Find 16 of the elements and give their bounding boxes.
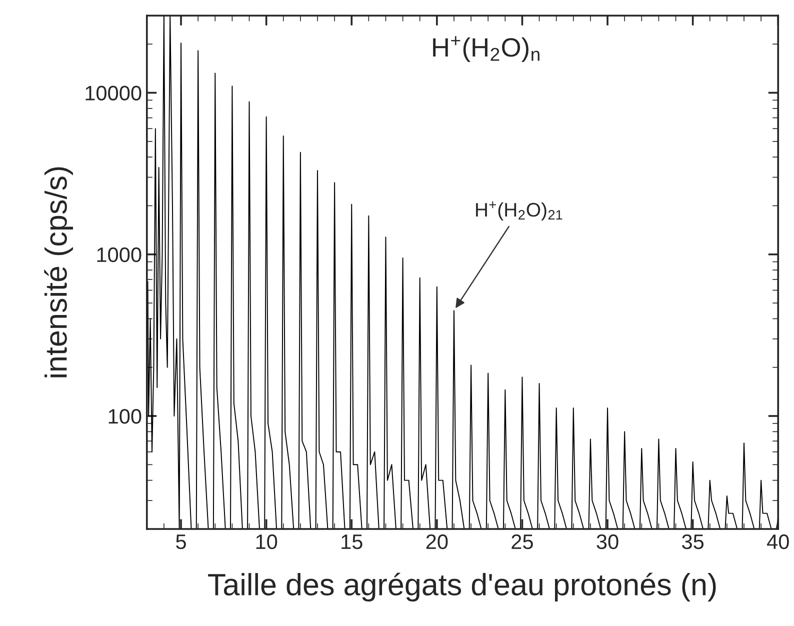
x-tick-label: 40 xyxy=(767,534,789,550)
annotation: H$^{+}$(H$_{2}$O)$_{21}$ xyxy=(476,201,562,220)
annotation: H$^{+}$(H$_{2}$O)$_{n}$ xyxy=(433,36,540,62)
x-tick-label: 15 xyxy=(342,534,362,550)
y-axis-title: intensité (cps/s) xyxy=(44,167,73,378)
y-tick-label: 10000 xyxy=(86,86,142,101)
x-tick-label: 10 xyxy=(256,534,278,550)
x-tick-label: 5 xyxy=(176,534,186,550)
y-tick-label: 100 xyxy=(108,409,142,424)
x-axis-title: Taille des agrégats d'eau protonés (n) xyxy=(208,572,716,602)
line-series xyxy=(146,16,778,529)
y-tick-label: 1000 xyxy=(97,247,142,262)
x-tick-label: 25 xyxy=(512,534,533,550)
x-tick-label: 20 xyxy=(426,534,448,550)
x-tick-label: 35 xyxy=(682,534,704,550)
x-tick-label: 30 xyxy=(596,534,618,550)
